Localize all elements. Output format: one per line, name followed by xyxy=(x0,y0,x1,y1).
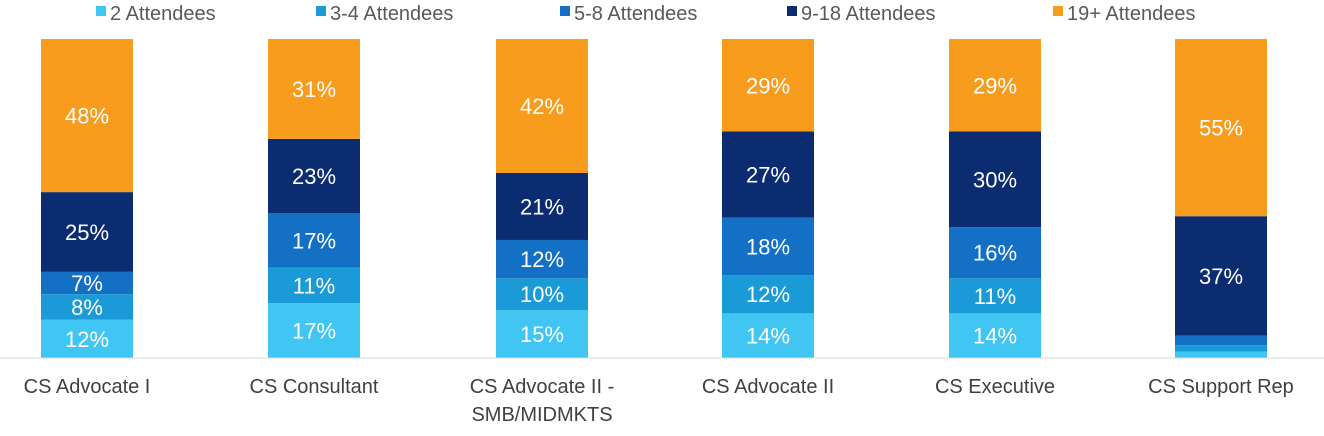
data-label-cs-consultant-9-18-attendees: 23% xyxy=(292,164,336,189)
data-label-cs-support-rep-19-attendees: 55% xyxy=(1199,116,1243,141)
data-label-cs-executive-5-8-attendees: 16% xyxy=(973,241,1017,266)
data-label-cs-executive-19-attendees: 29% xyxy=(973,73,1017,98)
legend-label-19-attendees: 19+ Attendees xyxy=(1067,3,1195,25)
bar-segment-cs-support-rep-9-18-attendees xyxy=(1175,216,1267,336)
data-label-cs-advocate-i-9-18-attendees: 25% xyxy=(65,220,109,245)
data-label-cs-consultant-2-attendees: 17% xyxy=(292,319,336,344)
bar-segment-cs-executive-19-attendees xyxy=(949,39,1041,132)
bar-segment-cs-advocate-ii-3-4-attendees xyxy=(722,275,814,314)
bar-segment-cs-executive-2-attendees xyxy=(949,313,1041,358)
legend-label-3-4-attendees: 3-4 Attendees xyxy=(330,3,453,25)
bars: 12% 8%7% 25% 48% 17% 11% 17% 23% 31% 15% 10% 12% 21%… xyxy=(41,39,1267,358)
category-label-line: CS Support Rep xyxy=(1148,376,1294,398)
category-label-cs-advocate-i: CS Advocate I xyxy=(24,376,151,398)
bar-segment-cs-advocate-ii-9-18-attendees xyxy=(722,131,814,218)
category-label-line: CS Consultant xyxy=(250,376,379,398)
category-label-line: CS Executive xyxy=(935,376,1055,398)
data-label-cs-advocate-ii-smb-midmkts-5-8-attendees: 12% xyxy=(520,247,564,272)
data-label-cs-advocate-ii-smb-midmkts-9-18-attendees: 21% xyxy=(520,194,564,219)
category-label-line: CS Advocate I xyxy=(24,376,151,398)
data-label-cs-advocate-ii-3-4-attendees: 12% xyxy=(746,282,790,307)
data-label-cs-advocate-ii-smb-midmkts-19-attendees: 42% xyxy=(520,94,564,119)
category-label-line: CS Advocate II xyxy=(702,376,834,398)
data-label-cs-executive-3-4-attendees: 11% xyxy=(974,284,1016,309)
bar-segment-cs-consultant-9-18-attendees xyxy=(268,138,360,213)
data-label-cs-advocate-i-2-attendees: 12% xyxy=(65,327,109,352)
data-label-cs-advocate-ii-smb-midmkts-3-4-attendees: 10% xyxy=(520,282,564,307)
data-label-cs-advocate-i-5-8-attendees: 7% xyxy=(71,271,103,296)
bar-segment-cs-advocate-ii-smb-midmkts-9-18-attendees xyxy=(496,172,588,240)
data-label-cs-consultant-5-8-attendees: 17% xyxy=(292,228,336,253)
legend-swatch-2-attendees xyxy=(96,6,106,16)
category-label-cs-advocate-ii-smb-midmkts: CS Advocate II - SMB/MIDMKTS xyxy=(470,376,615,426)
legend-label-5-8-attendees: 5-8 Attendees xyxy=(574,3,697,25)
data-label-cs-advocate-ii-smb-midmkts-2-attendees: 15% xyxy=(520,322,564,347)
bar-segment-cs-advocate-i-3-4-attendees xyxy=(41,294,133,320)
data-label-cs-advocate-i-3-4-attendees: 8% xyxy=(71,295,103,320)
bar-segment-cs-executive-5-8-attendees xyxy=(949,227,1041,279)
category-label-cs-consultant: CS Consultant xyxy=(250,376,379,398)
bar-segment-cs-advocate-i-19-attendees xyxy=(41,39,133,193)
bar-segment-cs-advocate-ii-smb-midmkts-5-8-attendees xyxy=(496,239,588,279)
data-label-cs-executive-9-18-attendees: 30% xyxy=(973,167,1017,192)
data-label-cs-advocate-i-19-attendees: 48% xyxy=(65,104,109,129)
bar-segment-cs-consultant-2-attendees xyxy=(268,303,360,358)
bar-segment-cs-advocate-i-9-18-attendees xyxy=(41,192,133,272)
data-label-cs-support-rep-9-18-attendees: 37% xyxy=(1199,264,1243,289)
bar-segment-cs-executive-3-4-attendees xyxy=(949,278,1041,314)
category-label-line: SMB/MIDMKTS xyxy=(471,404,612,426)
data-label-cs-advocate-ii-9-18-attendees: 27% xyxy=(746,163,790,188)
bar-segment-cs-advocate-ii-19-attendees xyxy=(722,39,814,132)
bar-segment-cs-executive-9-18-attendees xyxy=(949,131,1041,228)
legend-swatch-3-4-attendees xyxy=(316,6,326,16)
legend-swatch-9-18-attendees xyxy=(787,6,797,16)
category-label-cs-support-rep: CS Support Rep xyxy=(1148,376,1294,398)
bar-segment-cs-consultant-3-4-attendees xyxy=(268,267,360,304)
category-labels: CS Advocate I CS Consultant CS Advocate II… xyxy=(24,376,1294,426)
bar-segment-cs-support-rep-19-attendees xyxy=(1175,39,1267,217)
category-label-cs-advocate-ii: CS Advocate II xyxy=(702,376,834,398)
bar-segment-cs-consultant-19-attendees xyxy=(268,39,360,139)
data-label-cs-executive-2-attendees: 14% xyxy=(973,324,1017,349)
bar-segment-cs-support-rep-3-4-attendees xyxy=(1175,345,1267,352)
data-label-cs-consultant-3-4-attendees: 11% xyxy=(293,274,335,299)
bar-segment-cs-advocate-ii-2-attendees xyxy=(722,313,814,358)
data-label-cs-advocate-ii-19-attendees: 29% xyxy=(746,73,790,98)
legend-label-2-attendees: 2 Attendees xyxy=(110,3,216,25)
bar-segment-cs-advocate-i-5-8-attendees xyxy=(41,271,133,295)
data-label-cs-consultant-19-attendees: 31% xyxy=(292,77,336,102)
legend: 2 Attendees 3-4 Attendees 5-8 Attendees 9-1… xyxy=(96,3,1195,25)
legend-swatch-19-attendees xyxy=(1053,6,1063,16)
data-label-cs-advocate-ii-2-attendees: 14% xyxy=(746,324,790,349)
legend-label-9-18-attendees: 9-18 Attendees xyxy=(801,3,936,25)
bar-segment-cs-consultant-5-8-attendees xyxy=(268,213,360,268)
data-label-cs-advocate-ii-5-8-attendees: 18% xyxy=(746,234,790,259)
category-label-line: CS Advocate II - xyxy=(470,376,615,398)
bar-segment-cs-advocate-ii-smb-midmkts-19-attendees xyxy=(496,39,588,173)
category-label-cs-executive: CS Executive xyxy=(935,376,1055,398)
bar-segment-cs-advocate-ii-smb-midmkts-2-attendees xyxy=(496,310,588,358)
bar-segment-cs-support-rep-2-attendees xyxy=(1175,351,1267,358)
bar-segment-cs-advocate-ii-5-8-attendees xyxy=(722,217,814,276)
bar-segment-cs-advocate-ii-smb-midmkts-3-4-attendees xyxy=(496,278,588,311)
legend-swatch-5-8-attendees xyxy=(560,6,570,16)
bar-segment-cs-advocate-i-2-attendees xyxy=(41,319,133,358)
bar-segment-cs-support-rep-5-8-attendees xyxy=(1175,335,1267,346)
